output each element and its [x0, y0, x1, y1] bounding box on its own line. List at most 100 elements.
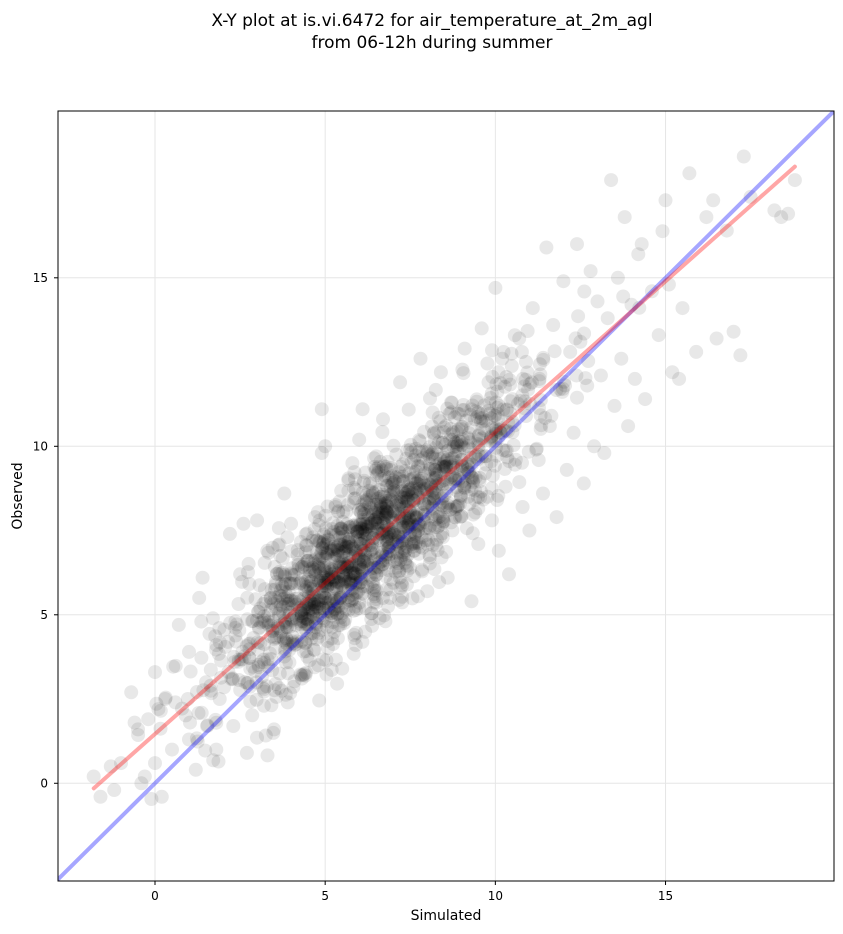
- data-point-531: [264, 595, 279, 610]
- data-point-1098: [231, 673, 246, 687]
- data-point-180: [449, 483, 464, 498]
- data-point-1251: [291, 557, 306, 572]
- data-point-480: [351, 524, 365, 539]
- data-point-712: [271, 681, 286, 695]
- data-point-1586: [191, 706, 206, 721]
- data-point-332: [277, 569, 292, 584]
- data-point-563: [450, 437, 464, 452]
- data-point-895: [350, 567, 365, 582]
- data-point-851: [263, 591, 278, 605]
- data-point-1054: [370, 559, 385, 574]
- data-point-1003: [415, 444, 430, 459]
- data-point-922: [279, 631, 294, 646]
- data-point-1103: [327, 603, 342, 618]
- data-point-794: [435, 474, 450, 488]
- data-point-772: [335, 544, 350, 559]
- data-point-1307: [439, 485, 454, 500]
- data-point-1335: [229, 617, 244, 632]
- data-point-1213: [287, 594, 302, 609]
- data-point-280: [380, 499, 395, 514]
- data-point-1511: [398, 533, 413, 548]
- data-point-965: [481, 403, 496, 418]
- data-point-1770: [278, 585, 293, 600]
- data-point-194: [443, 477, 458, 492]
- data-point-1729: [521, 444, 536, 459]
- data-point-1271: [422, 550, 437, 565]
- data-point-859: [484, 430, 499, 445]
- data-point-573: [423, 391, 437, 406]
- data-point-768: [343, 573, 358, 588]
- data-point-676: [331, 599, 346, 614]
- data-point-1340: [249, 692, 264, 707]
- data-point-841: [439, 459, 454, 474]
- data-point-657: [411, 546, 426, 561]
- data-point-392: [274, 589, 289, 604]
- data-point-198: [352, 595, 367, 610]
- data-point-1476: [305, 585, 320, 600]
- data-point-240: [440, 401, 455, 416]
- data-point-128: [593, 368, 608, 383]
- data-point-1121: [377, 510, 392, 525]
- data-point-33: [239, 745, 254, 760]
- data-point-336: [276, 592, 291, 607]
- data-point-202: [500, 402, 515, 417]
- data-point-205: [312, 534, 327, 549]
- data-point-774: [310, 632, 324, 647]
- data-point-1034: [420, 446, 435, 461]
- data-point-354: [413, 483, 428, 498]
- data-point-1700: [346, 565, 361, 580]
- x-tick-label-3: 15: [658, 889, 673, 903]
- data-point-1246: [364, 606, 379, 621]
- data-point-50: [318, 439, 333, 454]
- data-point-823: [393, 526, 408, 541]
- data-point-983: [361, 534, 376, 549]
- data-point-521: [286, 679, 301, 694]
- data-point-1469: [496, 345, 511, 359]
- data-point-995: [271, 606, 286, 621]
- data-point-110: [532, 371, 547, 386]
- data-point-779: [326, 572, 341, 587]
- data-point-1452: [331, 569, 346, 584]
- data-point-230: [331, 618, 346, 633]
- data-point-1149: [381, 540, 396, 554]
- data-point-1391: [462, 465, 477, 480]
- data-point-1384: [270, 619, 285, 634]
- data-point-988: [462, 479, 477, 494]
- data-point-1080: [409, 464, 424, 479]
- data-point-1150: [424, 475, 439, 490]
- data-point-256: [362, 518, 376, 533]
- data-point-1106: [231, 652, 246, 667]
- data-point-57: [348, 638, 363, 653]
- data-point-1754: [365, 485, 380, 500]
- data-point-990: [443, 432, 458, 447]
- data-point-1159: [378, 549, 393, 564]
- data-point-1759: [309, 546, 324, 561]
- data-point-644: [409, 519, 424, 534]
- x-axis-label: Simulated: [411, 908, 482, 924]
- data-point-979: [502, 372, 517, 387]
- data-point-1008: [330, 631, 345, 646]
- data-point-1309: [427, 493, 441, 508]
- data-point-253: [356, 515, 370, 530]
- data-point-1777: [272, 666, 287, 681]
- data-point-1555: [397, 508, 412, 523]
- data-point-1258: [401, 521, 416, 536]
- data-point-1199: [333, 591, 348, 606]
- data-point-426: [339, 557, 354, 572]
- data-point-347: [360, 552, 375, 567]
- data-point-54: [335, 661, 350, 676]
- data-point-1701: [341, 574, 356, 589]
- data-point-1545: [350, 563, 365, 578]
- data-point-472: [284, 544, 299, 559]
- data-point-1420: [501, 415, 516, 430]
- data-point-1302: [326, 637, 340, 652]
- data-point-1116: [416, 451, 431, 466]
- data-point-1261: [304, 595, 319, 610]
- data-point-649: [442, 502, 457, 517]
- data-point-112: [539, 240, 554, 255]
- data-point-494: [386, 473, 401, 488]
- data-point-997: [460, 463, 475, 478]
- data-point-101: [502, 567, 516, 582]
- data-point-1526: [363, 516, 378, 531]
- data-point-86: [454, 452, 469, 467]
